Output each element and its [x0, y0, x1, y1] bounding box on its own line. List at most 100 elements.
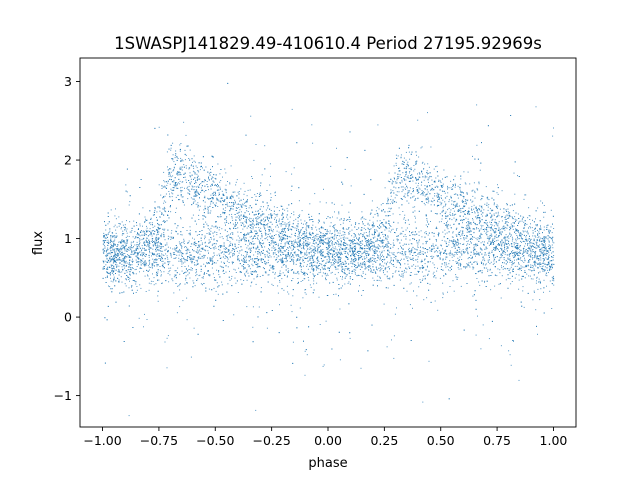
- data-point: [128, 269, 130, 271]
- data-point: [254, 230, 256, 232]
- data-point: [540, 227, 542, 229]
- data-point: [105, 229, 107, 231]
- data-point: [380, 267, 381, 269]
- data-point: [194, 173, 196, 175]
- data-point: [530, 242, 532, 244]
- data-point: [447, 185, 448, 187]
- data-point: [157, 206, 159, 208]
- data-point: [422, 401, 424, 403]
- data-point: [207, 208, 209, 210]
- data-point: [362, 236, 363, 238]
- data-point: [432, 243, 434, 245]
- data-point: [244, 238, 246, 240]
- data-point: [128, 246, 130, 248]
- data-point: [103, 253, 105, 254]
- data-point: [523, 227, 525, 228]
- data-point: [409, 283, 411, 285]
- data-point: [396, 177, 398, 179]
- data-point: [304, 278, 306, 280]
- data-point: [367, 245, 369, 247]
- data-point: [254, 243, 256, 245]
- data-point: [334, 265, 336, 267]
- data-point: [120, 259, 122, 261]
- data-point: [286, 216, 288, 218]
- data-point: [278, 218, 280, 220]
- data-point: [232, 219, 234, 221]
- data-point: [193, 160, 195, 162]
- data-point: [186, 249, 188, 251]
- data-point: [184, 261, 186, 263]
- data-point: [526, 273, 528, 275]
- data-point: [427, 178, 429, 180]
- data-point: [141, 239, 143, 241]
- data-point: [410, 250, 412, 252]
- data-point: [103, 240, 105, 242]
- data-point: [178, 260, 180, 262]
- data-point: [111, 272, 113, 274]
- data-point: [505, 222, 507, 224]
- data-point: [543, 238, 545, 240]
- data-point: [260, 214, 262, 216]
- data-point: [318, 246, 320, 248]
- data-point: [305, 289, 307, 290]
- data-point: [476, 239, 478, 241]
- data-point: [130, 243, 132, 245]
- data-point: [405, 229, 407, 231]
- data-point: [447, 220, 448, 222]
- data-point: [306, 230, 308, 232]
- data-point: [466, 192, 468, 194]
- data-point: [160, 250, 161, 252]
- data-point: [221, 200, 223, 201]
- data-point: [299, 214, 301, 216]
- data-point: [402, 211, 404, 212]
- data-point: [327, 242, 328, 244]
- data-point: [350, 261, 352, 262]
- data-point: [285, 225, 287, 227]
- data-point: [552, 241, 554, 243]
- data-point: [420, 184, 422, 186]
- data-point: [291, 249, 293, 251]
- data-point: [486, 224, 488, 225]
- data-point: [553, 280, 555, 282]
- data-point: [292, 278, 294, 279]
- data-point: [284, 229, 285, 231]
- data-point: [381, 250, 383, 252]
- data-point: [203, 191, 205, 193]
- data-point: [407, 256, 409, 258]
- data-point: [466, 222, 467, 224]
- data-point: [472, 155, 473, 157]
- data-point: [545, 254, 547, 256]
- data-point: [169, 261, 171, 263]
- data-point: [164, 239, 166, 241]
- data-point: [543, 291, 544, 293]
- data-point: [250, 223, 252, 225]
- data-point: [372, 226, 374, 228]
- data-point: [453, 204, 455, 206]
- data-point: [438, 179, 440, 181]
- data-point: [108, 241, 109, 243]
- data-point: [419, 250, 421, 251]
- data-point: [436, 192, 438, 194]
- data-point: [297, 245, 299, 247]
- data-point: [535, 262, 537, 264]
- data-point: [490, 241, 492, 243]
- data-point: [226, 237, 228, 239]
- data-point: [363, 232, 365, 234]
- data-point: [238, 267, 240, 269]
- data-point: [181, 245, 183, 247]
- data-point: [417, 247, 419, 248]
- data-point: [283, 289, 285, 291]
- data-point: [521, 220, 523, 222]
- data-point: [141, 249, 143, 251]
- data-point: [245, 208, 247, 209]
- data-point: [174, 155, 176, 157]
- data-point: [296, 246, 298, 248]
- data-point: [153, 233, 155, 235]
- data-point: [130, 246, 132, 248]
- data-point: [170, 267, 172, 269]
- data-point: [358, 257, 360, 258]
- data-point: [103, 244, 105, 246]
- data-point: [252, 326, 254, 328]
- data-point: [156, 259, 158, 261]
- data-point: [397, 259, 399, 261]
